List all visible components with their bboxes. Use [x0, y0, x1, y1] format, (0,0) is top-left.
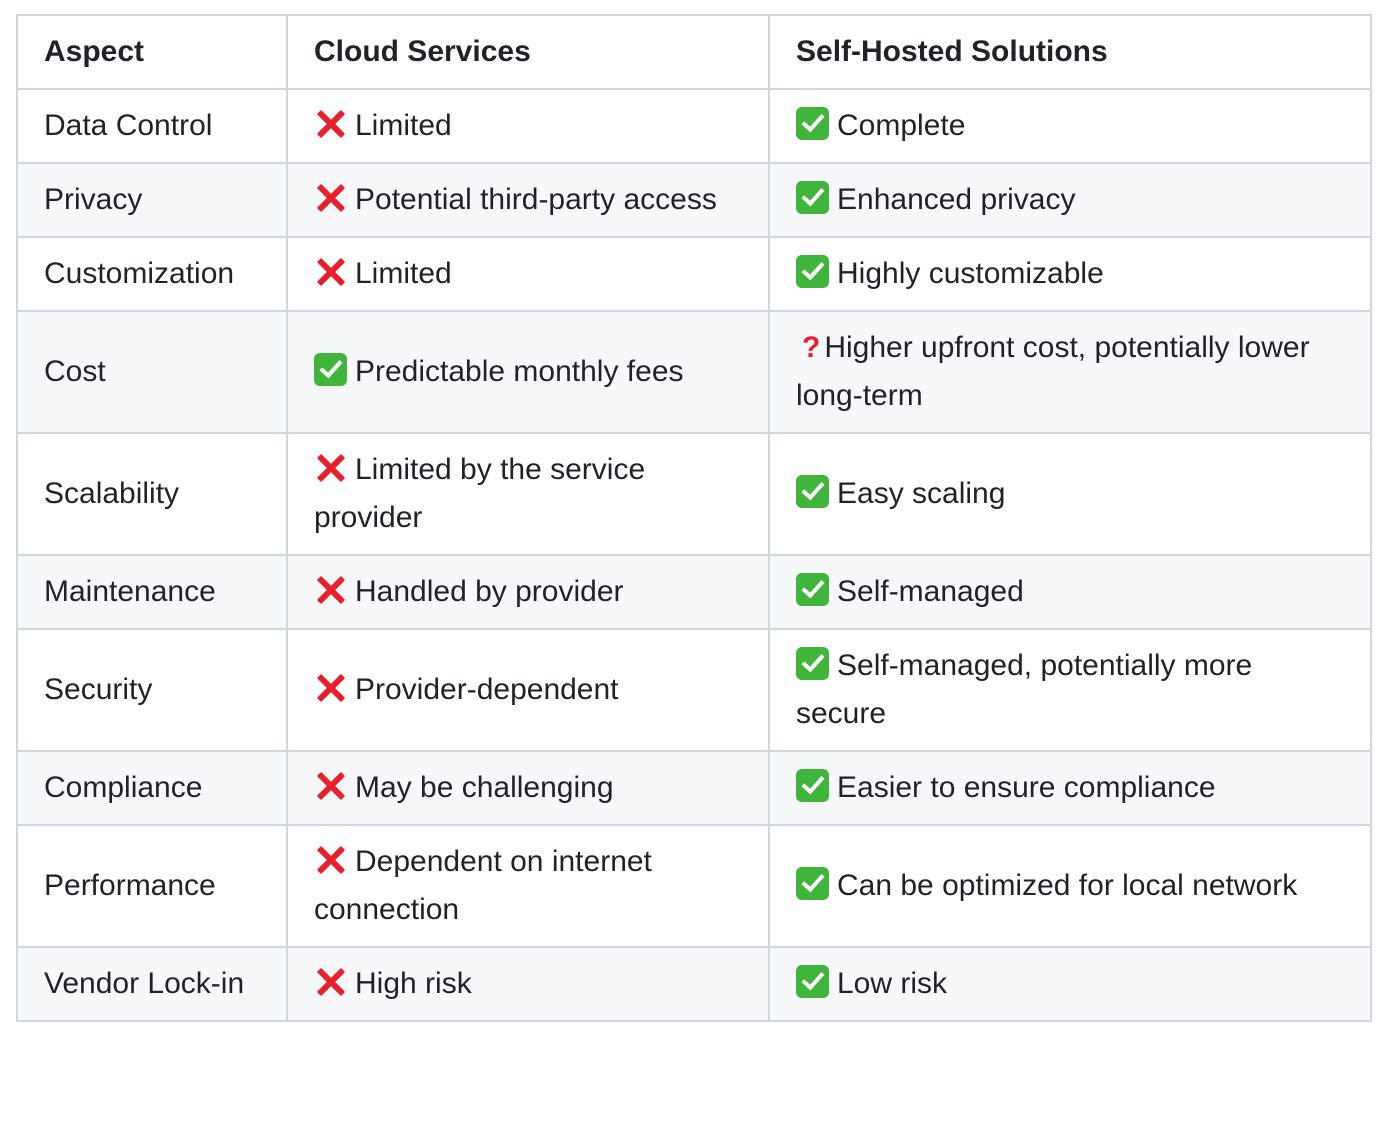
table-row: Performance Dependent on internet connec… [16, 824, 1372, 948]
check-mark-icon [796, 107, 829, 140]
cloud-cell: Dependent on internet connection [286, 824, 770, 948]
aspect-label: Performance [44, 869, 216, 902]
cloud-cell: Potential third-party access [286, 162, 770, 238]
aspect-label: Scalability [44, 477, 180, 510]
self-hosted-value: Higher upfront cost, potentially lower l… [796, 331, 1310, 412]
table-header-row: Aspect Cloud Services Self-Hosted Soluti… [16, 14, 1372, 90]
cloud-cell: May be challenging [286, 750, 770, 826]
aspect-label: Data Control [44, 109, 213, 142]
self-hosted-cell: Easier to ensure compliance [768, 750, 1372, 826]
comparison-table: Aspect Cloud Services Self-Hosted Soluti… [16, 14, 1372, 1022]
self-hosted-value: Easier to ensure compliance [837, 771, 1216, 804]
aspect-label: Vendor Lock-in [44, 967, 245, 1000]
table-row: Scalability Limited by the service provi… [16, 432, 1372, 556]
cloud-value: Potential third-party access [355, 183, 717, 216]
cloud-cell: Limited by the service provider [286, 432, 770, 556]
self-hosted-value: Highly customizable [837, 257, 1104, 290]
cloud-value: Limited [355, 109, 452, 142]
cloud-value: Predictable monthly fees [355, 355, 684, 388]
self-hosted-cell: Low risk [768, 946, 1372, 1022]
check-mark-icon [796, 181, 829, 214]
check-mark-icon [796, 573, 829, 606]
self-hosted-value: Enhanced privacy [837, 183, 1076, 216]
aspect-cell: Compliance [16, 750, 288, 826]
aspect-label: Privacy [44, 183, 143, 216]
table-row: Data Control Limited Complete [16, 88, 1372, 164]
aspect-label: Customization [44, 257, 235, 290]
table-row: Vendor Lock-in High risk Low risk [16, 946, 1372, 1022]
cloud-value: High risk [355, 967, 472, 1000]
self-hosted-value: Low risk [837, 967, 948, 1000]
cross-mark-icon [314, 107, 347, 140]
cloud-value: May be challenging [355, 771, 614, 804]
cross-mark-icon [314, 769, 347, 802]
table-row: Privacy Potential third-party access Enh… [16, 162, 1372, 238]
aspect-label: Security [44, 673, 153, 706]
self-hosted-value: Self-managed, potentially more secure [796, 649, 1253, 730]
check-mark-icon [796, 867, 829, 900]
self-hosted-cell: Self-managed [768, 554, 1372, 630]
aspect-cell: Security [16, 628, 288, 752]
check-mark-icon [796, 475, 829, 508]
aspect-label: Maintenance [44, 575, 216, 608]
self-hosted-value: Complete [837, 109, 966, 142]
header-aspect: Aspect [16, 14, 288, 90]
self-hosted-value: Can be optimized for local network [837, 869, 1298, 902]
cross-mark-icon [314, 181, 347, 214]
aspect-cell: Performance [16, 824, 288, 948]
aspect-cell: Vendor Lock-in [16, 946, 288, 1022]
cross-mark-icon [314, 965, 347, 998]
self-hosted-cell: ? Higher upfront cost, potentially lower … [768, 310, 1372, 434]
table-row: Compliance May be challenging Easier to … [16, 750, 1372, 826]
cloud-value: Handled by provider [355, 575, 624, 608]
self-hosted-cell: Easy scaling [768, 432, 1372, 556]
aspect-cell: Data Control [16, 88, 288, 164]
table-row: Maintenance Handled by provider Self-man… [16, 554, 1372, 630]
cross-mark-icon [314, 671, 347, 704]
cloud-value: Provider-dependent [355, 673, 619, 706]
aspect-cell: Maintenance [16, 554, 288, 630]
aspect-label: Compliance [44, 771, 203, 804]
aspect-cell: Scalability [16, 432, 288, 556]
cloud-cell: Provider-dependent [286, 628, 770, 752]
header-self-hosted-solutions: Self-Hosted Solutions [768, 14, 1372, 90]
aspect-cell: Customization [16, 236, 288, 312]
cross-mark-icon [314, 451, 347, 484]
aspect-cell: Privacy [16, 162, 288, 238]
cloud-value: Dependent on internet connection [314, 845, 652, 926]
cloud-cell: Limited [286, 88, 770, 164]
self-hosted-cell: Complete [768, 88, 1372, 164]
self-hosted-value: Easy scaling [837, 477, 1006, 510]
cross-mark-icon [314, 843, 347, 876]
self-hosted-cell: Enhanced privacy [768, 162, 1372, 238]
self-hosted-cell: Can be optimized for local network [768, 824, 1372, 948]
check-mark-icon [314, 353, 347, 386]
table-row: Customization Limited Highly customizabl… [16, 236, 1372, 312]
check-mark-icon [796, 647, 829, 680]
self-hosted-value: Self-managed [837, 575, 1024, 608]
self-hosted-cell: Highly customizable [768, 236, 1372, 312]
self-hosted-cell: Self-managed, potentially more secure [768, 628, 1372, 752]
cloud-cell: Limited [286, 236, 770, 312]
check-mark-icon [796, 965, 829, 998]
check-mark-icon [796, 255, 829, 288]
header-cloud-services: Cloud Services [286, 14, 770, 90]
cloud-cell: Handled by provider [286, 554, 770, 630]
table-row: Security Provider-dependent Self-managed… [16, 628, 1372, 752]
aspect-label: Cost [44, 355, 106, 388]
cloud-cell: Predictable monthly fees [286, 310, 770, 434]
cloud-value: Limited [355, 257, 452, 290]
question-mark-icon: ? [802, 331, 821, 364]
cloud-value: Limited by the service provider [314, 453, 646, 534]
cloud-cell: High risk [286, 946, 770, 1022]
table-row: Cost Predictable monthly fees ? Higher up… [16, 310, 1372, 434]
check-mark-icon [796, 769, 829, 802]
cross-mark-icon [314, 255, 347, 288]
aspect-cell: Cost [16, 310, 288, 434]
cross-mark-icon [314, 573, 347, 606]
